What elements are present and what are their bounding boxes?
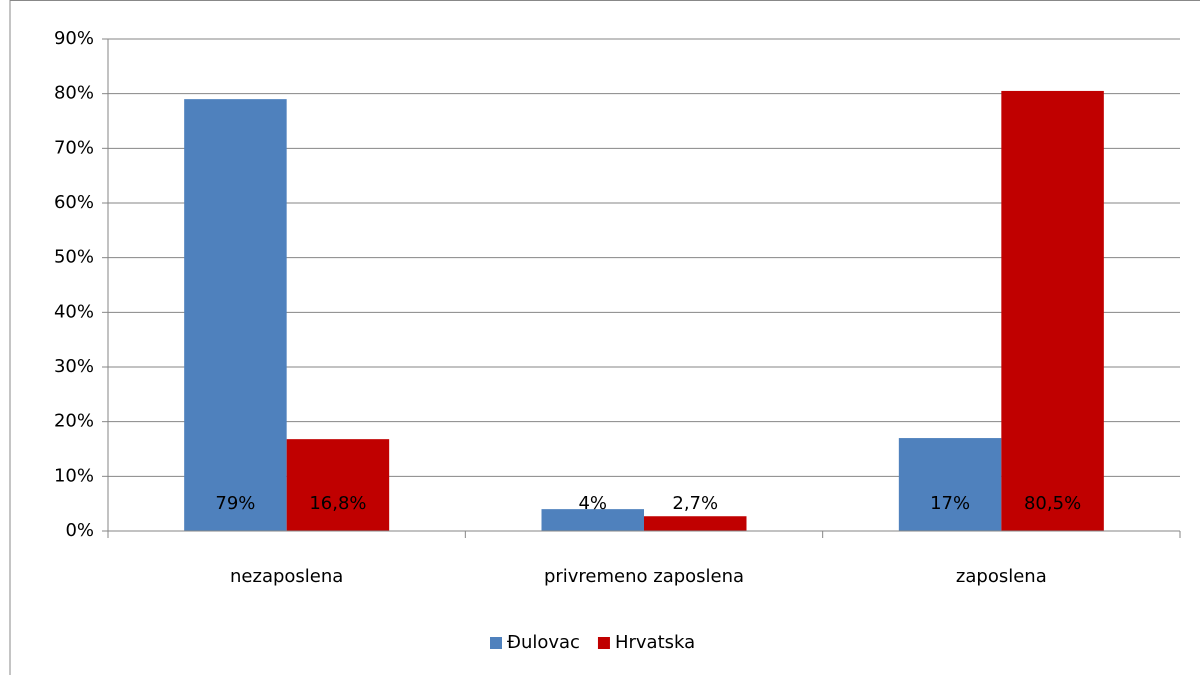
bar <box>286 439 390 531</box>
value-label: 2,7% <box>672 493 718 514</box>
bar <box>184 99 287 531</box>
value-label: 79% <box>215 493 255 514</box>
y-tick-label: 10% <box>54 465 94 486</box>
y-tick-label: 90% <box>54 28 94 49</box>
y-tick-label: 40% <box>54 301 94 322</box>
y-tick-label: 0% <box>65 520 94 541</box>
legend-swatch <box>597 637 610 649</box>
legend-label: Đulovac <box>507 632 580 653</box>
y-tick-label: 50% <box>54 247 94 268</box>
bar <box>1001 90 1104 531</box>
y-tick-label: 60% <box>54 192 94 213</box>
bar <box>541 509 644 531</box>
legend-swatch <box>490 637 502 649</box>
y-tick-label: 70% <box>54 137 94 158</box>
value-label: 80,5% <box>1024 493 1081 514</box>
bar <box>644 516 747 531</box>
value-label: 17% <box>930 493 970 514</box>
x-tick-label: privremeno zaposlena <box>544 566 744 587</box>
y-tick-label: 80% <box>54 83 94 104</box>
x-tick-label: nezaposlena <box>230 566 343 587</box>
x-tick-label: zaposlena <box>956 566 1047 587</box>
value-label: 16,8% <box>309 493 366 514</box>
legend-label: Hrvatska <box>615 632 695 653</box>
y-tick-label: 30% <box>54 356 94 377</box>
bar <box>898 438 1002 531</box>
y-tick-label: 20% <box>54 411 94 432</box>
value-label: 4% <box>578 493 607 514</box>
